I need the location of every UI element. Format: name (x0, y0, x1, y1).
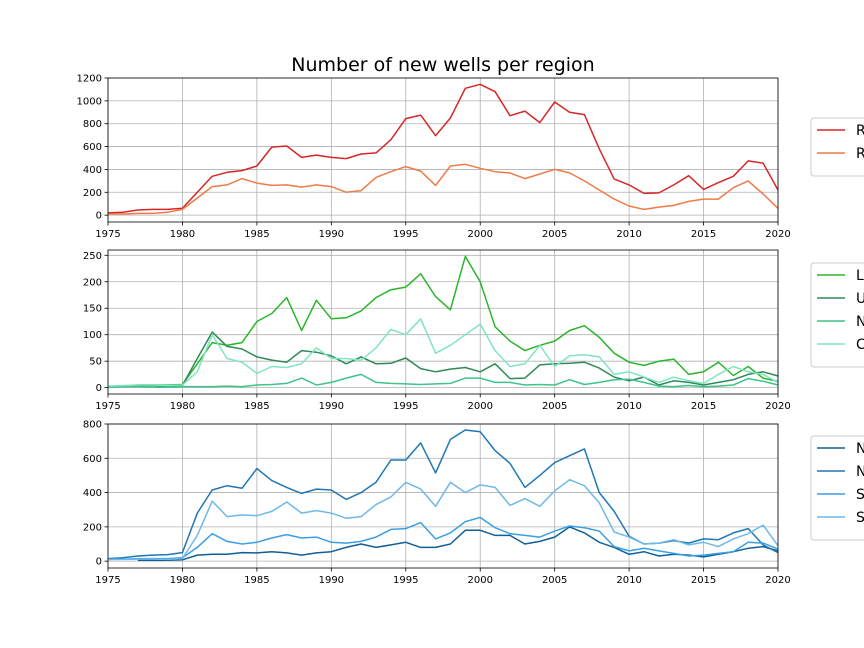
panel-2: 1975 1980 1985 1990 1995 2000 2005 2010 2015 2020… (83, 249, 864, 412)
legend-label: C (856, 337, 864, 353)
x-tick-label: 1990 (319, 575, 344, 586)
legend-label: L (856, 268, 864, 284)
x-tick-label: 2010 (616, 575, 641, 586)
y-tick-label: 0 (96, 383, 102, 394)
y-tick-label: 800 (83, 420, 102, 431)
series-line-2-2 (107, 331, 779, 388)
legend-box (810, 117, 864, 177)
x-tick-label: 2015 (691, 575, 716, 586)
x-tick-label: 1990 (319, 229, 344, 240)
x-tick-label: 2000 (467, 401, 492, 412)
x-tick-label: 2010 (616, 229, 641, 240)
legend-label: N (856, 441, 864, 457)
x-tick-label: 1995 (393, 229, 418, 240)
y-tick-label: 250 (83, 251, 102, 262)
x-tick-label: 2020 (765, 229, 790, 240)
legend-box (810, 435, 864, 541)
series-line-1-2 (108, 163, 779, 215)
y-tick-label: 1000 (77, 96, 102, 107)
x-tick-label: 1990 (319, 401, 344, 412)
x-tick-label: 2010 (616, 401, 641, 412)
panel-3: 1975 1980 1985 1990 1995 2000 2005 2010 2015 2020… (83, 420, 864, 586)
x-tick-label: 1975 (95, 229, 120, 240)
x-tick-label: 1980 (170, 401, 195, 412)
x-tick-label: 2000 (467, 575, 492, 586)
x-tick-label: 2000 (467, 229, 492, 240)
x-tick-label: 2020 (765, 575, 790, 586)
y-tick-label: 200 (83, 277, 102, 288)
series-line-2-4 (107, 318, 779, 387)
x-tick-label: 1980 (170, 575, 195, 586)
panel-1: 1975 1980 1985 1990 1995 2000 2005 2010 2015 2020… (77, 74, 864, 240)
legend-label: S (856, 487, 864, 503)
x-tick-label: 2015 (691, 229, 716, 240)
y-tick-label: 800 (83, 119, 102, 130)
x-tick-label: 1985 (244, 575, 269, 586)
legend-box (810, 262, 864, 368)
x-tick-label: 1975 (95, 575, 120, 586)
axes-frame (107, 423, 779, 569)
x-tick-label: 2005 (542, 401, 567, 412)
legend-label: N (856, 464, 864, 480)
y-tick-label: 150 (83, 304, 102, 315)
y-tick-label: 50 (89, 357, 102, 368)
x-tick-label: 1975 (95, 401, 120, 412)
legend-label: R (856, 146, 864, 162)
axes-frame (107, 249, 779, 395)
y-tick-label: 0 (96, 557, 102, 568)
x-tick-label: 2005 (542, 575, 567, 586)
y-tick-label: 400 (83, 488, 102, 499)
series-line-2-3 (107, 373, 779, 388)
y-tick-label: 100 (83, 330, 102, 341)
y-tick-label: 600 (83, 142, 102, 153)
legend-label: S (856, 510, 864, 526)
x-tick-label: 1995 (393, 575, 418, 586)
y-tick-label: 1200 (77, 74, 102, 85)
x-tick-label: 1985 (244, 401, 269, 412)
x-tick-label: 2015 (691, 401, 716, 412)
series-line-3-4 (108, 478, 779, 561)
x-tick-label: 1985 (244, 229, 269, 240)
series-line-3-3 (107, 516, 779, 561)
legend-label: R (856, 123, 864, 139)
series-line-1-1 (107, 83, 779, 214)
x-tick-label: 1995 (393, 401, 418, 412)
chart-title: Number of new wells per region (291, 54, 595, 76)
series-line-2-1 (107, 255, 779, 388)
y-tick-label: 400 (83, 165, 102, 176)
y-tick-label: 200 (83, 522, 102, 533)
legend-label: N (856, 314, 864, 330)
y-tick-label: 0 (96, 211, 102, 222)
series-line-3-1 (137, 526, 779, 562)
x-tick-label: 1980 (170, 229, 195, 240)
y-tick-label: 200 (83, 188, 102, 199)
y-tick-label: 600 (83, 454, 102, 465)
legend-label: U (856, 291, 864, 307)
x-tick-label: 2005 (542, 229, 567, 240)
axes-frame (107, 77, 779, 223)
x-tick-label: 2020 (765, 401, 790, 412)
